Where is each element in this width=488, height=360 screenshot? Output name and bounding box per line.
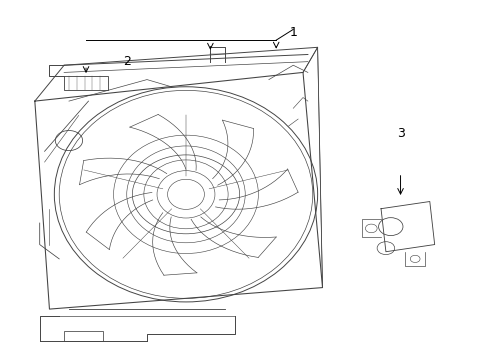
Bar — [64, 76, 108, 90]
Bar — [64, 330, 103, 341]
Text: 3: 3 — [396, 127, 404, 140]
Text: 2: 2 — [123, 55, 131, 68]
Text: 1: 1 — [289, 27, 297, 40]
